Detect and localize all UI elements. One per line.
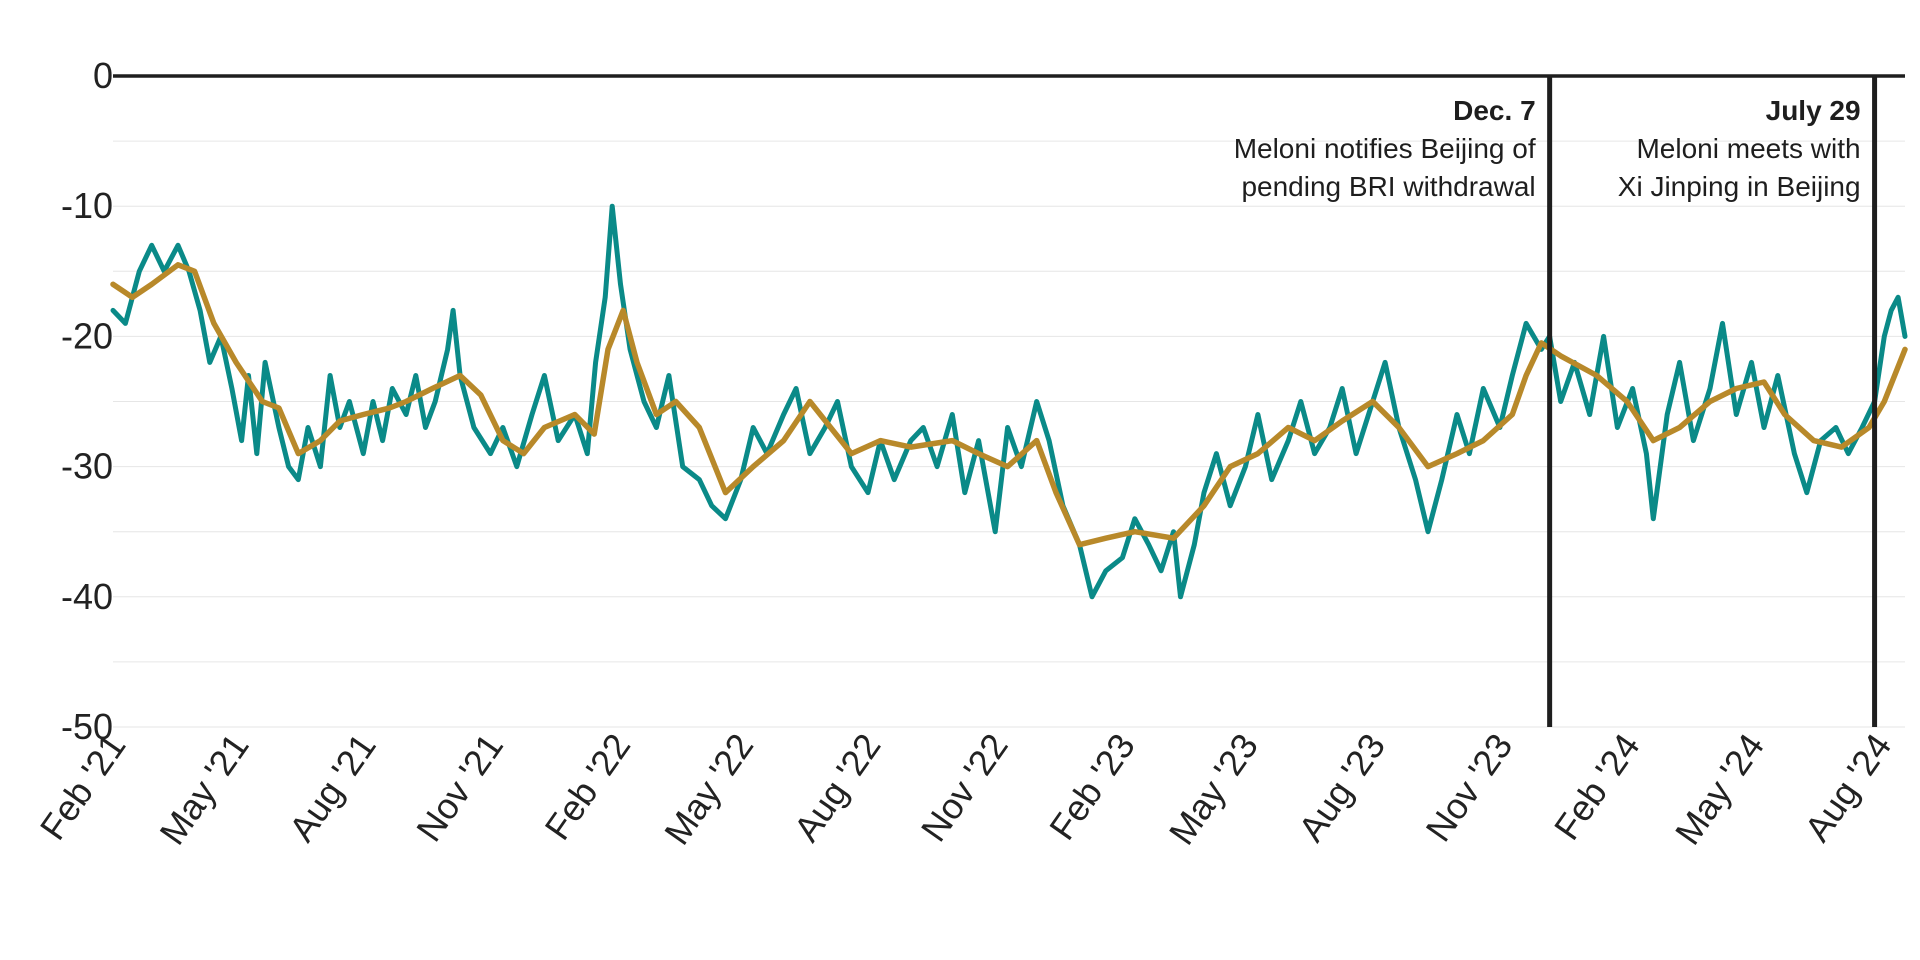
annotation-date: July 29: [1766, 95, 1861, 126]
y-tick-label: 0: [93, 55, 113, 96]
event-annotations: Dec. 7 Meloni notifies Beijing of pending …: [1234, 76, 1878, 727]
x-tick-label: May '21: [151, 726, 256, 852]
x-tick-label: May '23: [1161, 726, 1266, 852]
series-line-2: [110, 262, 1908, 548]
annotation-text: Xi Jinping in Beijing: [1618, 171, 1861, 202]
x-tick-label: Aug '21: [281, 726, 384, 849]
series-lines: [110, 203, 1908, 600]
x-tick-label: Feb '23: [1041, 726, 1143, 847]
y-tick-label: -40: [61, 576, 113, 617]
x-tick-label: Nov '23: [1417, 726, 1520, 849]
x-tick-label: Nov '21: [408, 726, 511, 849]
x-tick-label: Aug '24: [1796, 726, 1899, 849]
annotation-text: Meloni notifies Beijing of: [1234, 133, 1536, 164]
y-tick-label: -50: [61, 706, 113, 747]
x-tick-label: Nov '22: [913, 726, 1016, 849]
x-tick-label: Feb '24: [1546, 726, 1648, 847]
y-tick-label: -30: [61, 446, 113, 487]
y-tick-label: -20: [61, 315, 113, 356]
series-line-1: [110, 203, 1908, 600]
x-tick-label: Feb '22: [536, 726, 638, 847]
x-axis-tick-labels: Feb '21 May '21 Aug '21 Nov '21 Feb '22 May '…: [32, 726, 1900, 852]
y-tick-label: -10: [61, 185, 113, 226]
y-axis-tick-labels: 0 -10 -20 -30 -40 -50: [61, 55, 113, 747]
x-tick-label: Aug '23: [1290, 726, 1393, 849]
x-tick-label: May '22: [656, 726, 761, 852]
x-tick-label: May '24: [1667, 726, 1772, 852]
annotation-date: Dec. 7: [1453, 95, 1536, 126]
annotation-text: Meloni meets with: [1636, 133, 1860, 164]
x-tick-label: Aug '22: [786, 726, 889, 849]
annotation-text: pending BRI withdrawal: [1241, 171, 1535, 202]
